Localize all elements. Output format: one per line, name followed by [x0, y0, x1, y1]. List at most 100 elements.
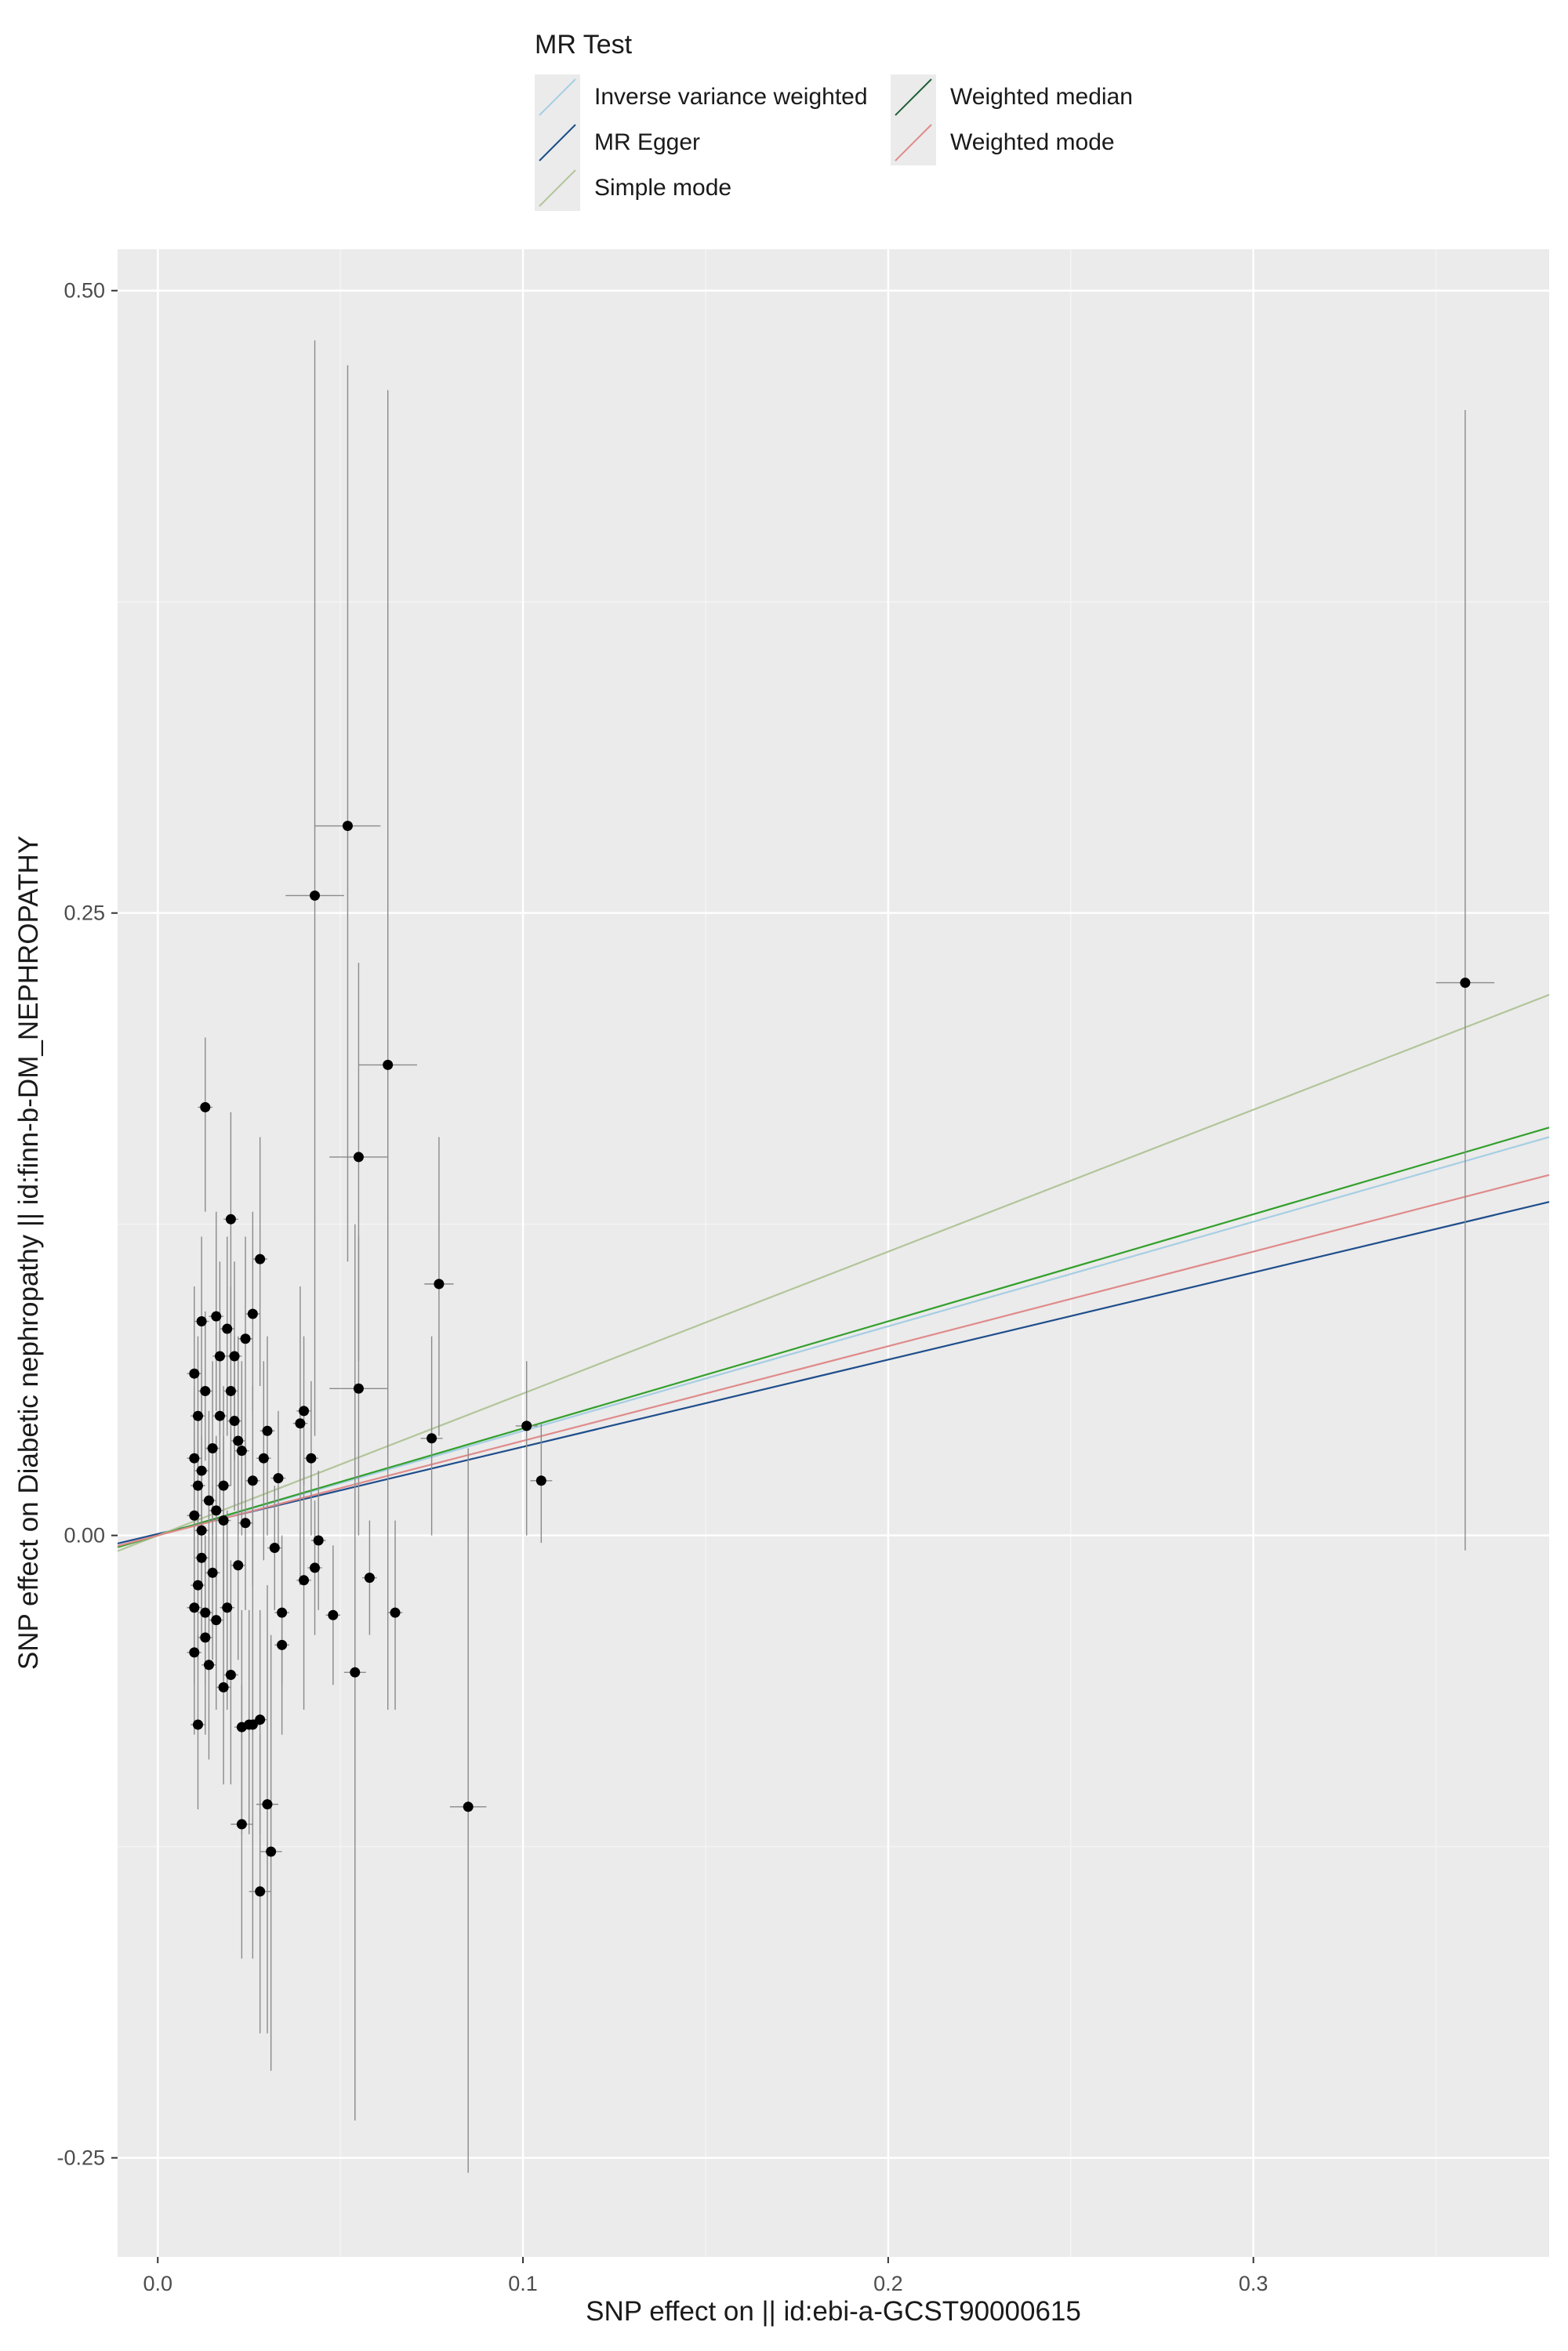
y-tick-label: 0.50	[64, 279, 105, 303]
data-point	[211, 1311, 222, 1322]
data-point	[353, 1383, 364, 1394]
data-point	[262, 1425, 273, 1436]
data-point	[353, 1152, 364, 1163]
data-point	[196, 1525, 207, 1536]
data-point	[240, 1333, 251, 1344]
data-point	[342, 821, 353, 832]
data-point	[222, 1602, 233, 1613]
legend-item-simple-mode: Simple mode	[535, 165, 731, 211]
y-tick-label: 0.00	[64, 1524, 105, 1547]
data-point	[192, 1480, 203, 1491]
data-point	[203, 1495, 214, 1506]
data-point	[269, 1543, 280, 1554]
data-point	[383, 1059, 394, 1070]
regression-line	[117, 1127, 1550, 1548]
data-point	[225, 1214, 236, 1224]
data-point	[214, 1351, 225, 1362]
data-point	[189, 1647, 200, 1658]
legend-label: Simple mode	[594, 175, 732, 201]
data-point	[240, 1518, 251, 1529]
data-point	[295, 1418, 306, 1429]
data-point	[192, 1719, 203, 1730]
legend-title: MR Test	[535, 30, 633, 60]
data-point	[1460, 978, 1471, 989]
data-point	[196, 1316, 207, 1327]
data-point	[306, 1453, 317, 1464]
data-point	[225, 1385, 236, 1396]
data-point	[236, 1446, 247, 1457]
data-point	[200, 1385, 211, 1396]
data-points	[189, 821, 1471, 1897]
x-axis-label: SNP effect on || id:ebi-a-GCST90000615	[586, 2296, 1081, 2327]
x-tick-label: 0.0	[143, 2272, 172, 2295]
data-point	[233, 1435, 244, 1446]
data-point	[211, 1505, 222, 1516]
data-point	[247, 1475, 258, 1486]
data-point	[225, 1669, 236, 1680]
data-point	[218, 1480, 229, 1491]
data-point	[236, 1819, 247, 1830]
data-point	[203, 1660, 214, 1671]
data-point	[255, 1886, 266, 1897]
data-point	[189, 1602, 200, 1613]
legend-label: MR Egger	[594, 129, 701, 155]
data-point	[328, 1609, 339, 1620]
legend-label: Inverse variance weighted	[594, 84, 868, 110]
data-point	[255, 1254, 266, 1264]
regression-line	[117, 1136, 1550, 1548]
data-point	[229, 1416, 240, 1427]
data-point	[192, 1580, 203, 1591]
data-point	[200, 1607, 211, 1618]
major-gridlines	[118, 249, 1549, 2257]
data-point	[214, 1410, 225, 1421]
x-tick-label: 0.2	[873, 2272, 903, 2295]
data-point	[229, 1351, 240, 1362]
legend-item-weighted-mode: Weighted mode	[891, 120, 1115, 165]
data-point	[299, 1575, 310, 1586]
plot-panel	[118, 249, 1549, 2257]
data-point	[277, 1639, 288, 1650]
data-point	[244, 1719, 255, 1730]
legend-item-mr-egger: MR Egger	[535, 120, 700, 165]
minor-gridlines	[118, 249, 1549, 2257]
data-point	[196, 1552, 207, 1563]
legend-key-ivw	[535, 74, 580, 120]
data-point	[258, 1453, 269, 1464]
data-point	[200, 1101, 211, 1112]
data-point	[426, 1433, 437, 1444]
data-point	[207, 1567, 218, 1578]
regression-line	[117, 1201, 1550, 1545]
data-point	[277, 1607, 288, 1618]
legend-label: Weighted median	[950, 84, 1133, 110]
data-point	[299, 1406, 310, 1417]
legend-key-mr-egger	[535, 120, 580, 165]
legend-key-weighted-mode	[891, 120, 936, 165]
x-axis-ticks: 0.0 0.1 0.2 0.3	[143, 2257, 1268, 2295]
regression-lines	[117, 993, 1550, 1552]
data-point	[313, 1535, 324, 1546]
data-point	[211, 1615, 222, 1626]
data-point	[196, 1465, 207, 1476]
data-point	[390, 1607, 401, 1618]
data-point	[364, 1573, 375, 1584]
data-point	[434, 1279, 445, 1290]
data-point	[233, 1560, 244, 1571]
data-point	[262, 1799, 273, 1810]
regression-line	[117, 1174, 1550, 1547]
data-point	[255, 1714, 266, 1725]
y-axis-ticks: -0.25 0.00 0.25 0.50	[56, 279, 118, 2170]
data-point	[192, 1410, 203, 1421]
data-point	[310, 1562, 321, 1573]
legend-item-inverse-variance-weighted: Inverse variance weighted	[535, 74, 868, 120]
data-point	[535, 1475, 546, 1486]
y-tick-label: -0.25	[56, 2146, 105, 2170]
legend-item-weighted-median: Weighted median	[891, 74, 1133, 120]
x-tick-label: 0.1	[508, 2272, 538, 2295]
data-point	[189, 1368, 200, 1379]
data-point	[463, 1801, 474, 1812]
x-tick-label: 0.3	[1239, 2272, 1269, 2295]
data-point	[273, 1473, 284, 1484]
data-point	[207, 1442, 218, 1453]
data-point	[189, 1510, 200, 1521]
